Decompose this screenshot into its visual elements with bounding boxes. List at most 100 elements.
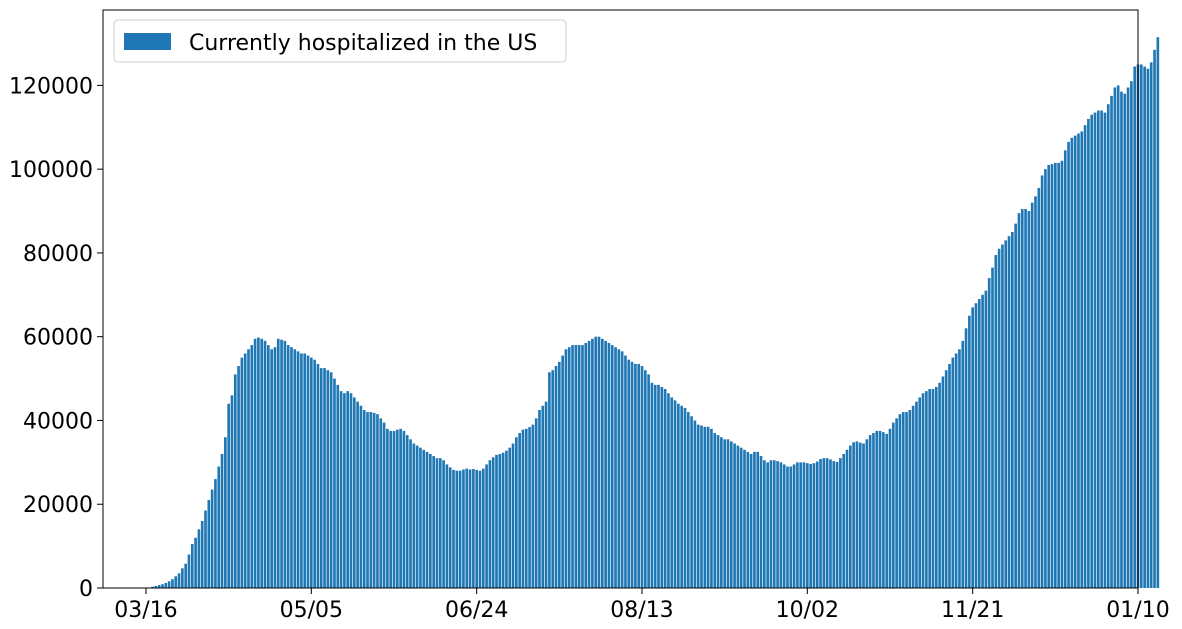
bar [921,393,925,588]
bar-series [151,37,1160,589]
bar [399,428,402,588]
bar [376,414,379,588]
bar [286,345,290,588]
bar [848,445,852,588]
bar [571,345,574,588]
bar [1014,223,1017,589]
bar [584,342,588,588]
bar [987,278,991,588]
bar [591,338,594,588]
bar [865,439,869,588]
bar [544,401,548,588]
bar [1050,164,1054,588]
x-tick-label: 06/24 [445,598,508,623]
bar [372,412,376,588]
x-tick-label: 11/21 [941,598,1004,623]
bar [1103,112,1107,589]
bar [875,430,879,588]
bar [901,412,905,588]
bar [763,460,766,588]
bar [868,435,872,588]
bar [280,339,283,588]
bar [485,464,488,588]
bar [495,454,498,588]
bar [683,407,687,588]
bar [1011,231,1014,589]
bar [1106,104,1110,589]
bar [1037,188,1041,588]
bar [157,585,161,588]
bar [786,466,789,588]
bar [895,418,898,588]
bar [296,351,300,588]
bar [819,459,822,588]
bar [233,374,237,588]
bar [491,457,495,588]
bar [174,576,178,588]
bar [617,349,621,588]
bar [184,563,187,588]
bar [1153,49,1156,589]
bar [832,461,836,588]
bar [1001,244,1004,589]
bar [686,412,690,588]
bar [812,463,816,588]
bar [356,401,359,588]
bar [382,422,386,588]
bar [882,432,885,588]
bar [1030,202,1034,589]
bar [809,464,812,588]
bar [693,420,697,588]
bar [267,345,270,588]
bar [263,340,267,588]
bar [290,347,293,588]
bar [700,425,703,588]
bar [1027,211,1031,589]
bar [475,469,478,588]
bar [934,386,938,588]
plot-frame [102,9,1139,589]
bar [1133,66,1137,589]
y-tick-label: 100000 [9,158,93,183]
bar [908,409,912,588]
bar [1034,196,1037,588]
bar [779,462,783,588]
bar [448,467,452,588]
bar [815,461,819,588]
bar [458,470,462,588]
bar [607,342,611,588]
y-tick-label: 60000 [23,326,93,351]
bar [237,366,240,588]
bar [293,349,297,588]
bar [822,458,826,588]
bar [438,458,442,588]
bar [306,355,310,588]
bar [825,458,829,588]
bar [796,462,799,588]
bar [842,453,846,588]
bar [862,443,865,588]
bar [637,363,641,588]
bar [230,395,234,588]
bar [703,426,707,588]
bar [303,353,307,588]
bar [253,338,257,588]
bar [177,573,181,588]
bar [207,500,211,588]
bar [736,445,740,588]
bar [260,338,264,588]
bar [521,429,525,588]
bar [531,424,535,588]
bar [171,579,174,588]
bar [944,370,948,588]
bar [564,349,568,588]
bar [204,510,207,588]
bar [217,466,221,588]
bar [720,437,723,588]
bar [181,568,184,588]
bar [429,453,432,588]
bar [733,443,736,588]
bar [551,370,555,588]
bar [422,449,426,588]
bar [782,464,786,588]
